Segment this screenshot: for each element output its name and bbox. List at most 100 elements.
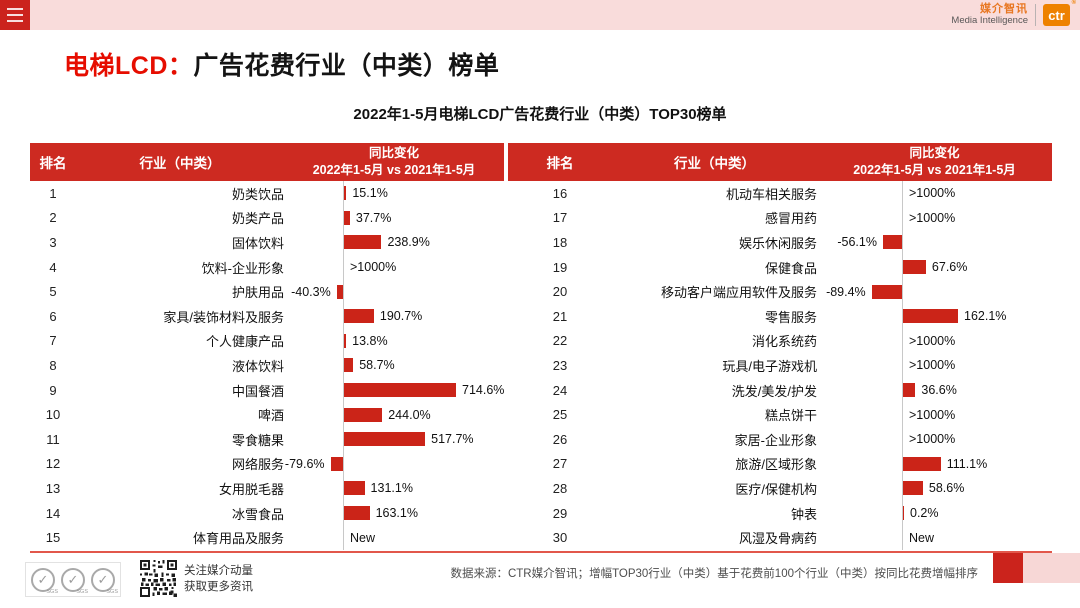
change-value-label: >1000%	[909, 333, 956, 348]
table-row: 25 糕点饼干 >1000%	[508, 402, 1052, 427]
change-value-label: 238.9%	[387, 235, 430, 250]
table-row: 26 家居-企业形象 >1000%	[508, 427, 1052, 452]
table-row: 5 护肤用品 -40.3%	[30, 279, 504, 304]
table-row: 17 感冒用药 >1000%	[508, 206, 1052, 231]
rank-cell: 10	[45, 407, 61, 423]
rank-cell: 17	[552, 210, 568, 226]
change-value-label: >1000%	[909, 210, 956, 225]
rank-cell: 5	[49, 284, 57, 300]
change-value-label: 190.7%	[379, 309, 423, 324]
change-bar	[344, 333, 347, 348]
change-value-label: New	[350, 530, 376, 545]
industry-cell: 护肤用品	[231, 285, 284, 301]
change-chart-cell: 190.7%	[284, 304, 504, 329]
change-chart-cell: 58.6%	[817, 476, 1052, 501]
change-value-label: -56.1%	[837, 235, 877, 250]
change-chart-cell: 0.2%	[817, 501, 1052, 526]
change-value-label: 58.6%	[928, 481, 965, 496]
change-chart-cell: -79.6%	[284, 452, 504, 477]
change-chart-cell: 58.7%	[284, 353, 504, 378]
table-body: 16 机动车相关服务 >1000% 17 感冒用药 >1000% 18 娱乐休闲服务 -56.1…	[508, 181, 1052, 550]
change-value-label: >1000%	[350, 260, 397, 275]
rank-cell: 21	[552, 308, 568, 324]
brand-cn-label: 媒介智讯	[980, 3, 1028, 16]
table-row: 23 玩具/电子游戏机 >1000%	[508, 353, 1052, 378]
registered-mark: ®	[1071, 0, 1076, 6]
qr-code	[140, 560, 177, 597]
industry-cell: 奶类产品	[231, 211, 284, 227]
change-chart-cell: 13.8%	[284, 329, 504, 354]
change-value-label: >1000%	[909, 432, 956, 447]
bar-baseline	[343, 181, 344, 550]
industry-cell: 钟表	[790, 506, 817, 522]
sgs-certification-logos: ✓ SGS ✓ SGS ✓ SGS	[25, 562, 121, 597]
table-row: 4 饮料-企业形象 >1000%	[30, 255, 504, 280]
rank-cell: 27	[552, 456, 568, 472]
change-value-label: >1000%	[909, 358, 956, 373]
rank-cell: 3	[49, 234, 57, 250]
change-bar	[344, 358, 354, 373]
rank-cell: 26	[552, 431, 568, 447]
industry-cell: 啤酒	[257, 408, 284, 424]
industry-cell: 体育用品及服务	[192, 531, 284, 547]
rank-cell: 30	[552, 530, 568, 546]
industry-cell: 冰雪食品	[231, 506, 284, 522]
change-chart-cell: 517.7%	[284, 427, 504, 452]
industry-cell: 糕点饼干	[764, 408, 817, 424]
change-value-label: 517.7%	[431, 432, 474, 447]
change-bar	[344, 506, 370, 521]
menu-button[interactable]	[0, 0, 30, 30]
change-chart-cell: 244.0%	[284, 402, 504, 427]
industry-cell: 医疗/保健机构	[735, 481, 817, 497]
change-chart-cell: 37.7%	[284, 206, 504, 231]
rank-cell: 25	[552, 407, 568, 423]
change-bar	[336, 284, 343, 299]
table-row: 6 家具/装饰材料及服务 190.7%	[30, 304, 504, 329]
industry-cell: 消化系统药	[751, 334, 817, 350]
change-value-label: 163.1%	[375, 506, 418, 521]
change-bar	[344, 432, 426, 447]
industry-cell: 家居-企业形象	[734, 432, 817, 448]
industry-cell: 零食糖果	[231, 432, 284, 448]
change-bar	[344, 407, 383, 422]
change-value-label: 36.6%	[921, 383, 957, 398]
rank-cell: 9	[49, 382, 57, 398]
change-value-label: 13.8%	[352, 333, 388, 348]
change-chart-cell: 15.1%	[284, 181, 504, 206]
table-row: 7 个人健康产品 13.8%	[30, 329, 504, 354]
table-row: 19 保健食品 67.6%	[508, 255, 1052, 280]
change-value-label: 15.1%	[352, 186, 388, 201]
table-row: 16 机动车相关服务 >1000%	[508, 181, 1052, 206]
slide-accent-bar	[1023, 553, 1080, 583]
industry-header: 行业（中类）	[139, 156, 221, 171]
change-bar	[344, 235, 382, 250]
table-row: 24 洗发/美发/护发 36.6%	[508, 378, 1052, 403]
table-row: 14 冰雪食品 163.1%	[30, 501, 504, 526]
change-value-label: >1000%	[909, 407, 956, 422]
change-bar	[344, 210, 350, 225]
change-header: 同比变化 2022年1-5月 vs 2021年1-5月	[312, 146, 476, 177]
table-row: 18 娱乐休闲服务 -56.1%	[508, 230, 1052, 255]
rank-cell: 19	[552, 259, 568, 275]
table-row: 11 零食糖果 517.7%	[30, 427, 504, 452]
change-header: 同比变化 2022年1-5月 vs 2021年1-5月	[853, 146, 1016, 177]
table-body: 1 奶类饮品 15.1% 2 奶类产品 37.7% 3 固体饮料 238.9% 4 饮料-企业形象 >…	[30, 181, 505, 550]
table-row: 9 中国餐酒 714.6%	[30, 378, 504, 403]
change-bar	[903, 506, 904, 521]
change-bar	[344, 383, 456, 398]
change-chart-cell: 163.1%	[284, 501, 504, 526]
table-row: 22 消化系统药 >1000%	[508, 329, 1052, 354]
rank-header: 排名	[39, 156, 67, 171]
table-row: 3 固体饮料 238.9%	[30, 230, 504, 255]
change-bar	[903, 456, 941, 471]
change-chart-cell: -40.3%	[284, 279, 504, 304]
change-value-label: 131.1%	[370, 481, 413, 496]
rank-cell: 18	[552, 234, 568, 250]
industry-cell: 旅游/区域形象	[735, 457, 817, 473]
rank-header: 排名	[546, 156, 574, 171]
table-row: 1 奶类饮品 15.1%	[30, 181, 504, 206]
change-bar	[871, 284, 902, 299]
change-value-label: New	[909, 530, 935, 545]
change-chart-cell: >1000%	[817, 353, 1052, 378]
industry-cell: 保健食品	[764, 260, 817, 276]
